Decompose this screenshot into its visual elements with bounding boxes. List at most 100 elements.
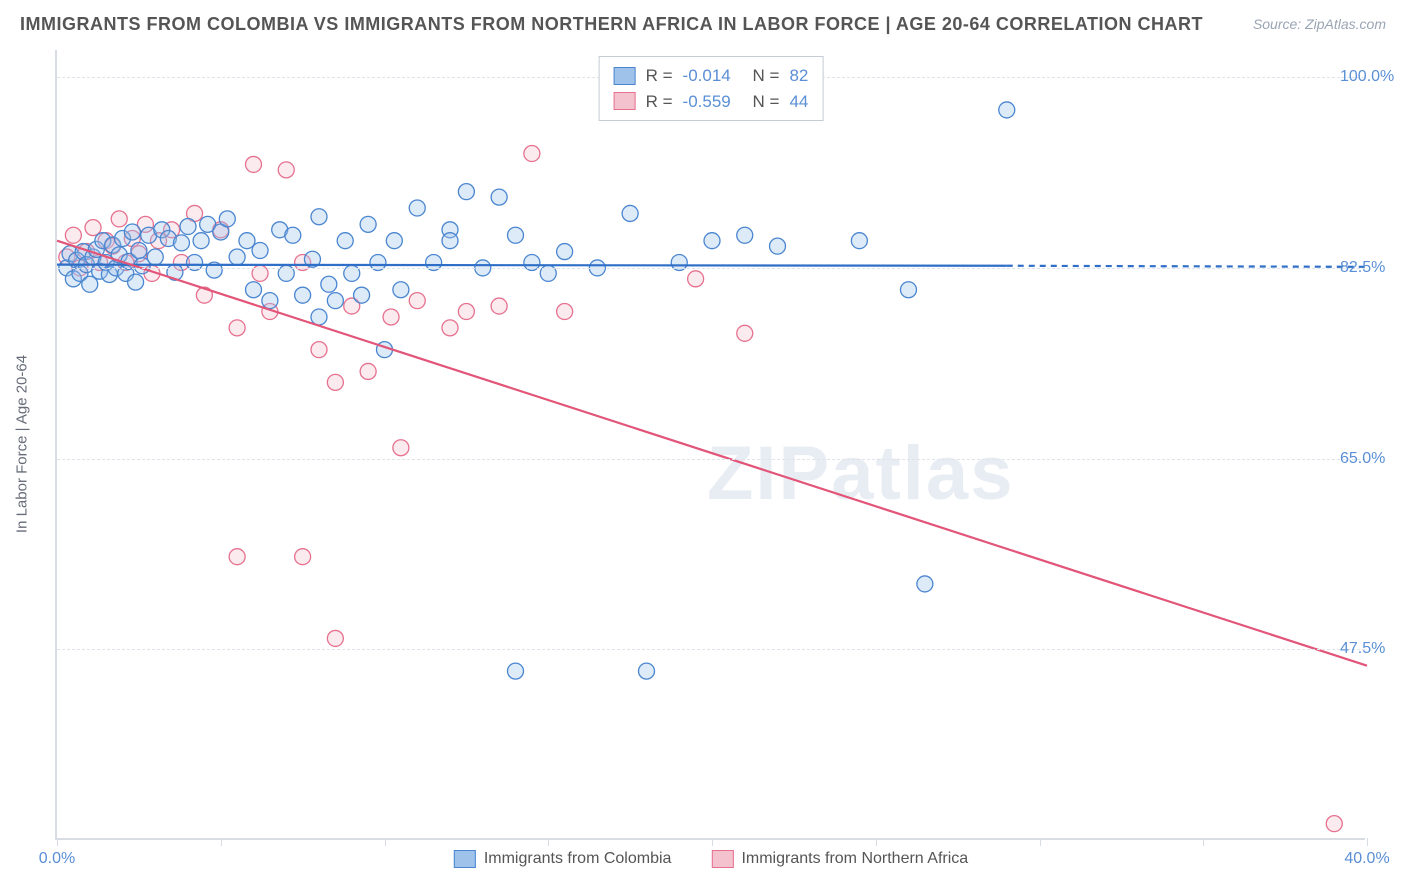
- data-point-colombia: [311, 209, 327, 225]
- legend-item-northern-africa: Immigrants from Northern Africa: [711, 850, 968, 868]
- data-point-northern_africa: [737, 325, 753, 341]
- r-label: R =: [646, 89, 673, 115]
- x-tick: [221, 838, 222, 846]
- data-point-colombia: [508, 227, 524, 243]
- data-point-colombia: [180, 219, 196, 235]
- x-tick: [1203, 838, 1204, 846]
- data-point-northern_africa: [393, 440, 409, 456]
- gridline: [57, 459, 1365, 460]
- source-attribution: Source: ZipAtlas.com: [1253, 16, 1386, 32]
- n-value-northern-africa: 44: [789, 89, 808, 115]
- swatch-colombia: [614, 67, 636, 85]
- x-tick: [1040, 838, 1041, 846]
- gridline: [57, 649, 1365, 650]
- data-point-colombia: [262, 293, 278, 309]
- data-point-colombia: [622, 205, 638, 221]
- data-point-colombia: [491, 189, 507, 205]
- x-tick: [57, 838, 58, 846]
- data-point-northern_africa: [295, 549, 311, 565]
- r-value-northern-africa: -0.559: [683, 89, 743, 115]
- data-point-colombia: [386, 233, 402, 249]
- data-point-colombia: [337, 233, 353, 249]
- data-point-colombia: [508, 663, 524, 679]
- data-point-northern_africa: [278, 162, 294, 178]
- trend-line-northern_africa: [57, 241, 1367, 666]
- x-tick: [712, 838, 713, 846]
- data-point-colombia: [219, 211, 235, 227]
- x-tick-label: 0.0%: [39, 850, 75, 868]
- x-tick: [876, 838, 877, 846]
- data-point-colombia: [704, 233, 720, 249]
- data-point-northern_africa: [491, 298, 507, 314]
- data-point-colombia: [851, 233, 867, 249]
- data-point-colombia: [193, 233, 209, 249]
- x-tick: [1367, 838, 1368, 846]
- data-point-northern_africa: [311, 342, 327, 358]
- n-value-colombia: 82: [789, 63, 808, 89]
- data-point-northern_africa: [327, 630, 343, 646]
- y-tick-label: 100.0%: [1340, 68, 1406, 86]
- data-point-colombia: [327, 293, 343, 309]
- data-point-colombia: [409, 200, 425, 216]
- data-point-colombia: [458, 184, 474, 200]
- legend-row-northern-africa: R = -0.559 N = 44: [614, 89, 809, 115]
- data-point-colombia: [354, 287, 370, 303]
- swatch-colombia-icon: [454, 850, 476, 868]
- data-point-colombia: [321, 276, 337, 292]
- data-point-colombia: [917, 576, 933, 592]
- data-point-colombia: [252, 242, 268, 258]
- swatch-northern-africa-icon: [711, 850, 733, 868]
- data-point-northern_africa: [383, 309, 399, 325]
- x-tick: [548, 838, 549, 846]
- data-point-colombia: [147, 249, 163, 265]
- data-point-colombia: [557, 244, 573, 260]
- data-point-colombia: [393, 282, 409, 298]
- data-point-northern_africa: [1326, 816, 1342, 832]
- data-point-colombia: [128, 274, 144, 290]
- data-point-colombia: [229, 249, 245, 265]
- scatter-chart-svg: [57, 50, 1365, 838]
- swatch-northern-africa: [614, 92, 636, 110]
- data-point-northern_africa: [524, 146, 540, 162]
- legend-item-colombia: Immigrants from Colombia: [454, 850, 672, 868]
- data-point-northern_africa: [246, 156, 262, 172]
- data-point-northern_africa: [458, 304, 474, 320]
- data-point-northern_africa: [409, 293, 425, 309]
- data-point-colombia: [131, 242, 147, 258]
- data-point-northern_africa: [229, 320, 245, 336]
- r-label: R =: [646, 63, 673, 89]
- data-point-colombia: [124, 224, 140, 240]
- data-point-northern_africa: [360, 363, 376, 379]
- trend-line-colombia: [57, 265, 1007, 266]
- data-point-colombia: [639, 663, 655, 679]
- r-value-colombia: -0.014: [683, 63, 743, 89]
- data-point-colombia: [901, 282, 917, 298]
- data-point-northern_africa: [688, 271, 704, 287]
- plot-area: In Labor Force | Age 20-64 ZIPatlas R = …: [55, 50, 1365, 840]
- data-point-northern_africa: [327, 374, 343, 390]
- correlation-legend: R = -0.014 N = 82 R = -0.559 N = 44: [599, 56, 824, 121]
- data-point-colombia: [999, 102, 1015, 118]
- y-tick-label: 65.0%: [1340, 450, 1406, 468]
- n-label: N =: [753, 89, 780, 115]
- legend-label-colombia: Immigrants from Colombia: [484, 850, 672, 868]
- y-tick-label: 82.5%: [1340, 259, 1406, 277]
- series-legend: Immigrants from Colombia Immigrants from…: [454, 850, 968, 868]
- data-point-northern_africa: [442, 320, 458, 336]
- legend-label-northern-africa: Immigrants from Northern Africa: [741, 850, 968, 868]
- data-point-colombia: [311, 309, 327, 325]
- data-point-colombia: [442, 233, 458, 249]
- y-tick-label: 47.5%: [1340, 640, 1406, 658]
- data-point-northern_africa: [229, 549, 245, 565]
- legend-row-colombia: R = -0.014 N = 82: [614, 63, 809, 89]
- data-point-colombia: [360, 216, 376, 232]
- gridline: [57, 268, 1365, 269]
- data-point-colombia: [770, 238, 786, 254]
- data-point-colombia: [285, 227, 301, 243]
- y-axis-label: In Labor Force | Age 20-64: [14, 355, 31, 533]
- data-point-northern_africa: [65, 227, 81, 243]
- x-tick-label: 40.0%: [1344, 850, 1389, 868]
- n-label: N =: [753, 63, 780, 89]
- data-point-northern_africa: [111, 211, 127, 227]
- data-point-colombia: [295, 287, 311, 303]
